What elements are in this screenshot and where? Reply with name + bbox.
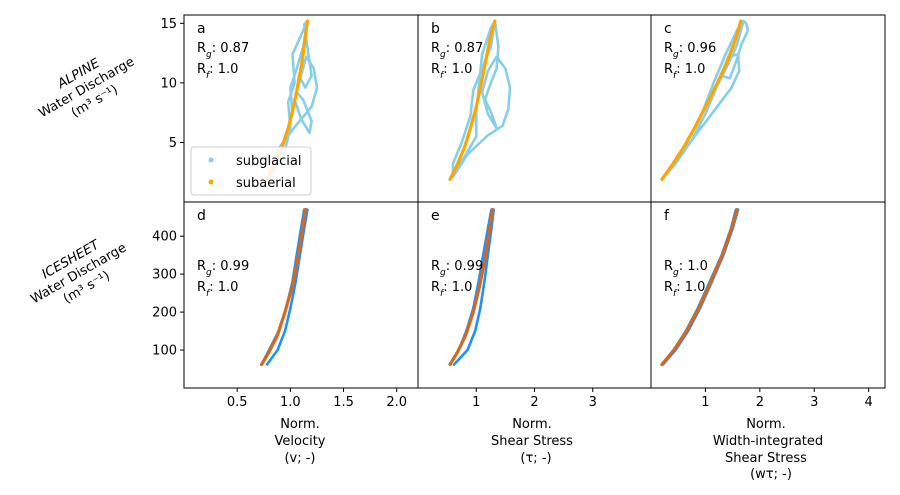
stat-rg-e: Rg: 0.99 [431, 259, 483, 278]
x-tick-label-f: 4 [865, 395, 873, 410]
series-subglacial-b [448, 19, 512, 180]
stat-rf-b: Rf: 1.0 [431, 62, 472, 81]
stat-rg-c: Rg: 0.96 [664, 41, 716, 60]
legend-label-subaerial: subaerial [236, 176, 296, 191]
column-label-shear-line1: Norm. [512, 417, 552, 432]
column-label-shear-line2: Shear Stress [491, 434, 573, 449]
x-tick-label-e: 3 [589, 395, 597, 410]
column-label-width-line4: (wτ; -) [750, 467, 792, 482]
legend-marker-subaerial [208, 179, 214, 185]
y-tick-label-d: 200 [152, 306, 177, 321]
series-subaerial-e [448, 208, 495, 367]
x-tick-label-d: 2.0 [386, 395, 407, 410]
column-label-velocity-line1: Norm. [280, 417, 320, 432]
column-label-width-line2: Width-integrated [713, 434, 823, 449]
panel-letter-d: d [197, 208, 206, 224]
panel-d-series [260, 208, 309, 367]
stat-rf-a: Rf: 1.0 [197, 62, 238, 81]
panel-f-series [660, 208, 740, 367]
stat-rg-a: Rg: 0.87 [197, 41, 249, 60]
legend: subglacial subaerial [190, 146, 312, 196]
x-tick-label-d: 1.5 [333, 395, 354, 410]
x-tick-label-d: 0.5 [227, 395, 248, 410]
series-subaerial-b [448, 19, 497, 181]
x-tick-label-d: 1.0 [280, 395, 301, 410]
panel-letter-e: e [431, 208, 440, 224]
x-tick-label-f: 2 [756, 395, 764, 410]
stat-rf-f: Rf: 1.0 [664, 280, 705, 299]
panel-d: 100 200 300 400 0.5 1.0 1.5 2.0 d Rg: 0.99 Rf: 1.0 [152, 201, 419, 410]
series-subaerial-f [660, 208, 739, 367]
column-label-width-line1: Norm. [746, 417, 786, 432]
panel-a: 5 10 15 a Rg: 0.87 Rf: 1.0 [160, 14, 419, 203]
y-tick-label-a: 5 [169, 136, 177, 151]
row-label-alpine: ALPINE Water Discharge (m³ s⁻¹) [36, 54, 137, 121]
panel-letter-b: b [431, 21, 440, 37]
panel-c: c Rg: 0.96 Rf: 1.0 [650, 14, 886, 203]
panel-b: b Rg: 0.87 Rf: 1.0 [417, 14, 652, 203]
panel-c-series [660, 19, 750, 181]
panel-f: 1 2 3 4 f Rg: 1.0 Rf: 1.0 [650, 201, 886, 410]
panel-b-series [448, 19, 512, 181]
column-label-velocity-line3: (v; -) [284, 451, 315, 466]
legend-box [190, 146, 312, 196]
y-tick-label-d: 400 [152, 230, 177, 245]
stat-rg-f: Rg: 1.0 [664, 259, 708, 278]
panel-e-series [448, 208, 495, 367]
panel-letter-f: f [664, 208, 670, 224]
stat-rg-b: Rg: 0.87 [431, 41, 483, 60]
panel-frame-f [650, 201, 886, 389]
panel-e: 1 2 3 e Rg: 0.99 Rf: 1.0 [417, 201, 652, 410]
y-tick-label-a: 10 [160, 76, 177, 91]
panel-letter-a: a [197, 21, 206, 37]
legend-label-subglacial: subglacial [236, 154, 301, 169]
y-tick-label-d: 300 [152, 268, 177, 283]
x-tick-label-f: 1 [701, 395, 709, 410]
stat-rf-d: Rf: 1.0 [197, 280, 238, 299]
x-tick-label-f: 3 [810, 395, 818, 410]
stat-rf-c: Rf: 1.0 [664, 62, 705, 81]
x-tick-label-e: 1 [472, 395, 480, 410]
x-tick-label-e: 2 [530, 395, 538, 410]
stat-rg-d: Rg: 0.99 [197, 259, 249, 278]
series-subaerial-d [260, 208, 307, 367]
column-label-width-line3: Shear Stress [725, 451, 807, 466]
column-label-shear-line3: (τ; -) [520, 451, 551, 466]
row-label-icesheet: ICESHEET Water Discharge (m³ s⁻¹) [28, 237, 129, 307]
panels-group: 5 10 15 a Rg: 0.87 Rf: 1.0 b Rg: 0.87 Rf: 1.0 c Rg… [152, 14, 886, 410]
panel-letter-c: c [664, 21, 672, 37]
stat-rf-e: Rf: 1.0 [431, 280, 472, 299]
column-label-velocity-line2: Velocity [275, 434, 326, 449]
y-tick-label-a: 15 [160, 17, 177, 32]
series-subaerial-c [660, 19, 743, 181]
column-label-width-shear: Norm. Width-integrated Shear Stress (wτ;… [713, 417, 823, 482]
column-label-shear-stress: Norm. Shear Stress (τ; -) [491, 417, 573, 466]
column-label-velocity: Norm. Velocity (v; -) [275, 417, 326, 466]
legend-marker-subglacial [208, 157, 214, 163]
y-tick-label-d: 100 [152, 344, 177, 359]
